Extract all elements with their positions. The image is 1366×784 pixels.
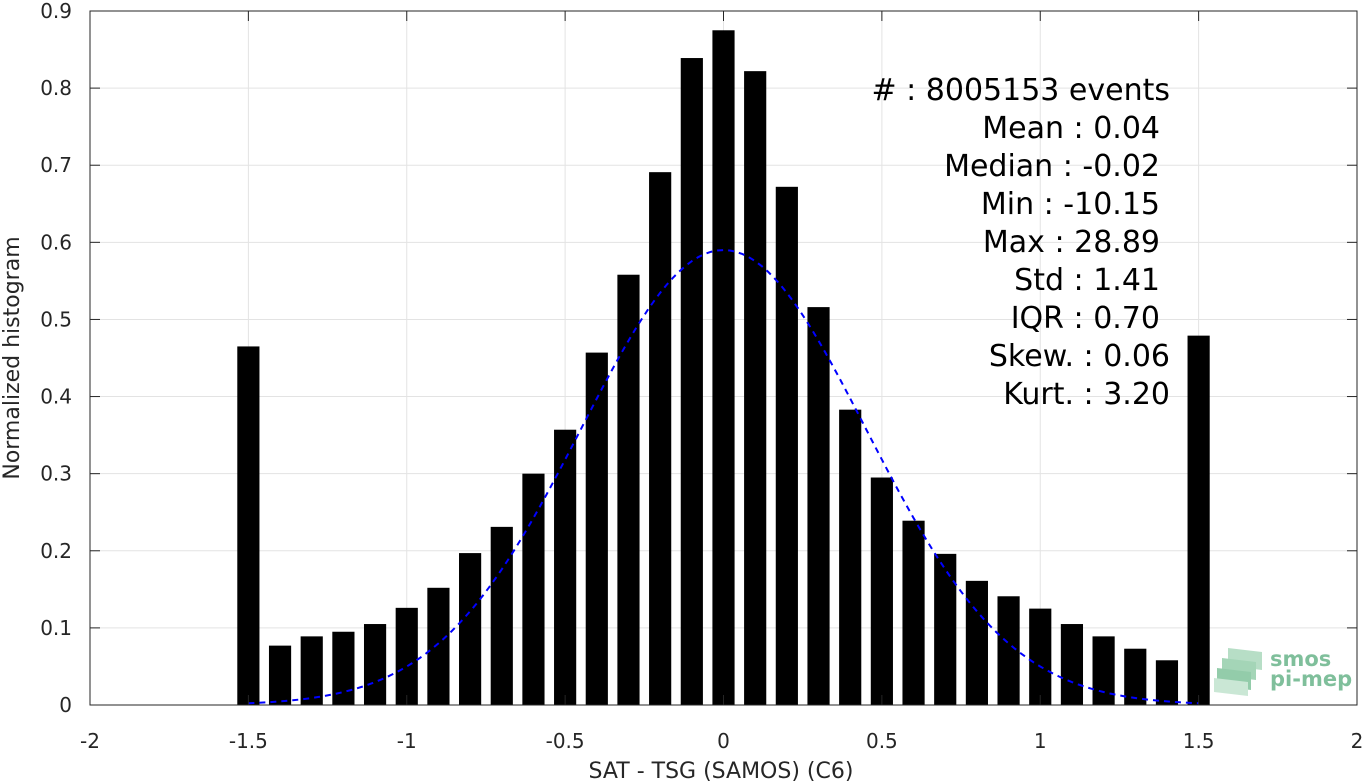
histogram-bar <box>1187 335 1210 705</box>
statistics-annotation: # : 8005153 events Mean : 0.04 Median : … <box>871 73 1170 412</box>
histogram-bar <box>902 520 925 705</box>
histogram-bar <box>490 526 513 705</box>
stat-events: # : 8005153 events <box>871 73 1170 108</box>
y-tick-labels: 0 0.1 0.2 0.3 0.4 0.5 0.6 0.7 0.8 0.9 <box>40 0 72 717</box>
histogram-bar <box>807 307 830 705</box>
histogram-bar <box>1029 608 1052 705</box>
histogram-bar <box>300 636 323 705</box>
y-tick-label: 0.9 <box>40 0 72 23</box>
stat-std: Std : 1.41 <box>1014 263 1160 298</box>
histogram-bar <box>965 580 988 705</box>
histogram-bar <box>237 346 260 705</box>
x-tick-label: 0 <box>717 729 730 753</box>
histogram-bar <box>649 172 672 705</box>
histogram-bar <box>585 352 608 705</box>
x-tick-label: 2 <box>1351 729 1364 753</box>
stat-mean: Mean : 0.04 <box>982 111 1160 146</box>
stat-median: Median : -0.02 <box>944 149 1160 184</box>
histogram-bar <box>268 645 292 705</box>
x-tick-label: -2 <box>80 729 100 753</box>
histogram-bar <box>775 186 798 705</box>
histogram-bar <box>1092 636 1115 705</box>
x-tick-label: 1.5 <box>1183 729 1215 753</box>
axis-ticks <box>89 10 1358 706</box>
y-tick-label: 0.2 <box>40 539 72 563</box>
x-tick-label: -1 <box>397 729 417 753</box>
histogram-bar <box>554 429 577 705</box>
histogram-bar <box>395 607 418 705</box>
histogram-bar <box>997 596 1020 705</box>
y-tick-label: 0.5 <box>40 307 72 331</box>
y-tick-label: 0.7 <box>40 153 72 177</box>
stat-max: Max : 28.89 <box>983 225 1160 260</box>
histogram-bar <box>1155 660 1179 705</box>
x-tick-label: -0.5 <box>546 729 585 753</box>
y-tick-label: 0.1 <box>40 616 72 640</box>
y-tick-label: 0.6 <box>40 230 72 254</box>
histogram-bars <box>237 30 1210 706</box>
histogram-bar <box>870 477 893 705</box>
histogram-bar <box>1060 624 1084 705</box>
x-tick-label: 1 <box>1034 729 1047 753</box>
stat-min: Min : -10.15 <box>981 187 1160 222</box>
histogram-bar <box>1124 648 1147 705</box>
logo-layers-icon <box>1214 648 1262 696</box>
histogram-bar <box>712 30 735 706</box>
histogram-bar <box>459 553 482 705</box>
stat-skew: Skew. : 0.06 <box>989 339 1170 374</box>
y-tick-label: 0 <box>59 693 72 717</box>
histogram-bar <box>839 409 862 705</box>
normal-fit-curve <box>248 249 1199 705</box>
y-tick-label: 0.3 <box>40 462 72 486</box>
histogram-bar <box>680 58 703 705</box>
histogram-bar <box>363 624 387 705</box>
y-tick-label: 0.4 <box>40 385 72 409</box>
histogram-bar <box>427 587 450 705</box>
stat-iqr: IQR : 0.70 <box>1011 301 1160 336</box>
stat-kurt: Kurt. : 3.20 <box>1003 377 1170 412</box>
histogram-bar <box>934 553 957 705</box>
histogram-bar <box>522 473 545 705</box>
x-tick-labels: -2 -1.5 -1 -0.5 0 0.5 1 1.5 2 <box>80 729 1363 753</box>
smos-pimep-logo: smos pi-mep <box>1214 647 1352 696</box>
x-tick-label: -1.5 <box>229 729 268 753</box>
y-axis-label: Normalized histogram <box>0 236 25 479</box>
y-tick-label: 0.8 <box>40 76 72 100</box>
logo-line1: smos <box>1270 647 1331 671</box>
histogram-bar <box>617 274 640 705</box>
x-tick-label: 0.5 <box>866 729 898 753</box>
histogram-bar <box>332 631 355 705</box>
x-axis-label: SAT - TSG (SAMOS) (C6) <box>589 759 854 784</box>
histogram-bar <box>744 71 767 705</box>
logo-line2: pi-mep <box>1270 667 1352 691</box>
